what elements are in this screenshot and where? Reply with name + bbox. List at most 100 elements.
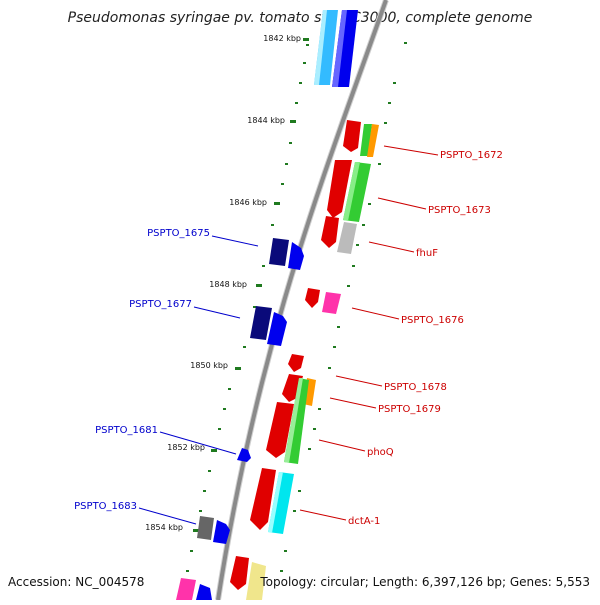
kbp-label: 1848 kbp bbox=[209, 280, 247, 289]
gene-label-pspto-1675[interactable]: PSPTO_1675 bbox=[147, 228, 210, 239]
tick-mark bbox=[384, 122, 387, 124]
gene-label-pspto-1673[interactable]: PSPTO_1673 bbox=[428, 205, 491, 216]
gene-arrow[interactable] bbox=[176, 578, 196, 600]
outer-tick-track bbox=[280, 42, 407, 572]
tick-mark bbox=[293, 510, 296, 512]
leader-line bbox=[335, 375, 383, 387]
gene-arrow[interactable] bbox=[269, 238, 289, 266]
leader-line bbox=[329, 397, 377, 409]
gene-arrow-highlight bbox=[332, 10, 347, 87]
kbp-tick bbox=[303, 38, 309, 41]
tick-mark bbox=[284, 550, 287, 552]
gene-label-pspto-1677[interactable]: PSPTO_1677 bbox=[129, 299, 192, 310]
leader-line bbox=[159, 431, 237, 455]
tick-mark bbox=[333, 346, 336, 348]
kbp-tick bbox=[193, 529, 199, 532]
gene-label-fhuf[interactable]: fhuF bbox=[416, 248, 438, 259]
gene-arrow-highlight bbox=[343, 162, 360, 221]
leader-line bbox=[318, 439, 366, 452]
leader-line bbox=[138, 507, 197, 525]
gene-label-pspto-1681[interactable]: PSPTO_1681 bbox=[95, 425, 158, 436]
tick-mark bbox=[337, 326, 340, 328]
gene-arrow-highlight bbox=[314, 10, 327, 85]
tick-mark bbox=[262, 265, 265, 267]
gene-arrow[interactable] bbox=[288, 354, 304, 372]
gene-label-pspto-1678[interactable]: PSPTO_1678 bbox=[384, 382, 447, 393]
accession-text: Accession: NC_004578 bbox=[8, 575, 144, 589]
gene-arrow[interactable] bbox=[327, 160, 352, 218]
gene-group-1672 bbox=[343, 120, 379, 157]
leader-line bbox=[211, 235, 259, 247]
left-gene-labels: PSPTO_1675 PSPTO_1677 PSPTO_1681 PSPTO_1… bbox=[74, 228, 259, 525]
gene-label-pspto-1679[interactable]: PSPTO_1679 bbox=[378, 404, 441, 415]
gene-group-1683 bbox=[197, 516, 230, 544]
tick-mark bbox=[280, 570, 283, 572]
tick-mark bbox=[281, 183, 284, 185]
kbp-tick bbox=[274, 202, 280, 205]
kbp-label: 1846 kbp bbox=[229, 198, 267, 207]
tick-mark bbox=[313, 428, 316, 430]
gene-group-1678 bbox=[266, 354, 316, 464]
kbp-label: 1850 kbp bbox=[190, 361, 228, 370]
tick-mark bbox=[285, 163, 288, 165]
tick-mark bbox=[289, 142, 292, 144]
tick-mark bbox=[356, 244, 359, 246]
tick-mark bbox=[208, 470, 211, 472]
tick-mark bbox=[243, 346, 246, 348]
kbp-tick bbox=[235, 367, 241, 370]
gene-arrow[interactable] bbox=[250, 306, 272, 340]
gene-arrow[interactable] bbox=[321, 216, 339, 248]
gene-arrow-1681[interactable] bbox=[237, 448, 251, 462]
gene-arrow-highlight bbox=[268, 472, 283, 533]
tick-mark bbox=[228, 388, 231, 390]
gene-label-phoq[interactable]: phoQ bbox=[367, 447, 394, 458]
gene-arrow[interactable] bbox=[250, 468, 276, 530]
tick-mark bbox=[298, 490, 301, 492]
leader-line bbox=[377, 197, 427, 210]
gene-arrow[interactable] bbox=[196, 584, 212, 600]
gene-group-1676 bbox=[305, 288, 341, 314]
gene-arrow[interactable] bbox=[246, 562, 266, 600]
gene-group-top bbox=[314, 10, 358, 87]
gene-arrow[interactable] bbox=[343, 120, 361, 152]
tick-mark bbox=[347, 285, 350, 287]
kbp-label: 1842 kbp bbox=[263, 34, 301, 43]
gene-group-1675 bbox=[269, 238, 304, 270]
gene-label-pspto-1683[interactable]: PSPTO_1683 bbox=[74, 501, 137, 512]
gene-group-dcta bbox=[250, 468, 294, 534]
tick-mark bbox=[186, 570, 189, 572]
tick-mark bbox=[393, 82, 396, 84]
right-gene-labels: PSPTO_1672 PSPTO_1673 fhuF PSPTO_1676 PS… bbox=[299, 145, 503, 527]
gene-arrow[interactable] bbox=[322, 292, 341, 314]
gene-label-pspto-1672[interactable]: PSPTO_1672 bbox=[440, 150, 503, 161]
gene-arrow[interactable] bbox=[288, 242, 304, 270]
gene-arrow[interactable] bbox=[267, 312, 287, 346]
kbp-tick bbox=[211, 449, 217, 452]
tick-mark bbox=[299, 82, 302, 84]
tick-mark bbox=[218, 428, 221, 430]
gene-arrow-highlight bbox=[284, 378, 303, 463]
tick-mark bbox=[199, 510, 202, 512]
tick-mark bbox=[388, 102, 391, 104]
leader-line bbox=[299, 509, 347, 521]
gene-group-1677 bbox=[250, 306, 287, 346]
inner-tick-track bbox=[186, 44, 309, 572]
tick-mark bbox=[308, 448, 311, 450]
gene-arrow[interactable] bbox=[213, 520, 230, 544]
leader-line bbox=[383, 145, 439, 156]
gene-label-dcta-1[interactable]: dctA-1 bbox=[348, 516, 380, 527]
tick-mark bbox=[303, 62, 306, 64]
gene-arrow[interactable] bbox=[197, 516, 214, 540]
gene-label-pspto-1676[interactable]: PSPTO_1676 bbox=[401, 315, 464, 326]
kbp-tick bbox=[256, 284, 262, 287]
gene-arrow[interactable] bbox=[337, 222, 357, 254]
gene-arrow[interactable] bbox=[266, 402, 294, 458]
tick-mark bbox=[306, 44, 309, 46]
leader-line bbox=[368, 241, 415, 253]
gene-arrow[interactable] bbox=[305, 288, 320, 308]
gene-arrow[interactable] bbox=[230, 556, 249, 590]
gene-arrow[interactable] bbox=[367, 124, 379, 157]
genome-summary-text: Topology: circular; Length: 6,397,126 bp… bbox=[259, 575, 590, 589]
